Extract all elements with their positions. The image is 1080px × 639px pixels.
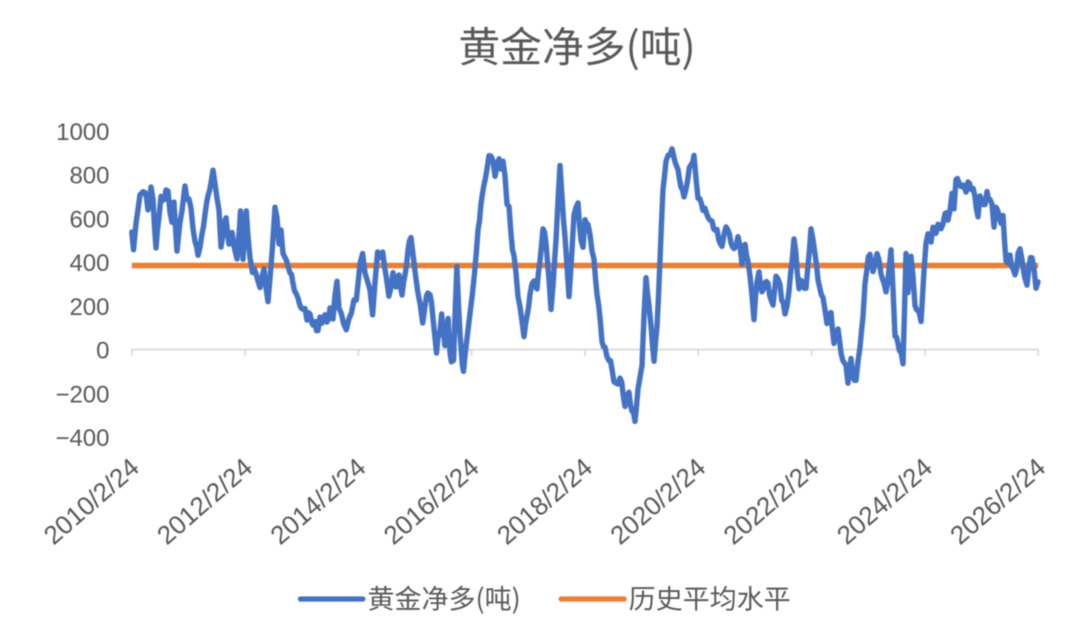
svg-text:0: 0	[96, 338, 109, 365]
svg-text:800: 800	[69, 163, 109, 190]
svg-text:600: 600	[69, 206, 109, 233]
svg-text:−200: −200	[55, 381, 109, 408]
svg-text:200: 200	[69, 294, 109, 321]
svg-text:400: 400	[69, 250, 109, 277]
svg-text:1000: 1000	[56, 119, 109, 146]
svg-text:−400: −400	[55, 425, 109, 452]
